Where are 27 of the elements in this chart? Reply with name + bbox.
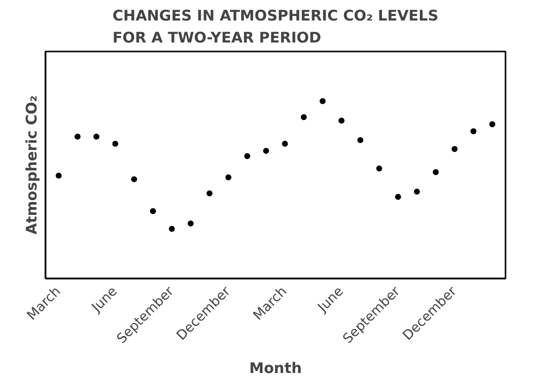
point	[112, 140, 118, 147]
point	[188, 220, 194, 227]
point	[168, 226, 175, 232]
point	[489, 121, 496, 128]
point	[206, 190, 213, 196]
point	[74, 134, 81, 140]
x-axis-title: Month	[249, 360, 302, 378]
point	[300, 114, 307, 120]
point	[470, 128, 476, 134]
point	[395, 194, 402, 200]
y-axis-title: Atmospheric CO₂	[24, 96, 40, 234]
point	[131, 176, 138, 182]
point	[282, 140, 288, 147]
point	[225, 174, 232, 180]
point	[452, 146, 458, 152]
point	[320, 98, 326, 104]
point	[376, 166, 382, 172]
point	[357, 137, 364, 144]
point	[338, 118, 344, 124]
point	[432, 169, 439, 176]
point	[263, 148, 270, 154]
chart-title: CHANGES IN ATMOSPHERIC CO₂ LEVELS FOR A TWO-YEAR PERIOD	[112, 7, 438, 46]
point	[56, 172, 62, 179]
point	[150, 208, 156, 214]
point	[244, 153, 250, 160]
point	[414, 188, 420, 195]
point	[93, 134, 100, 140]
